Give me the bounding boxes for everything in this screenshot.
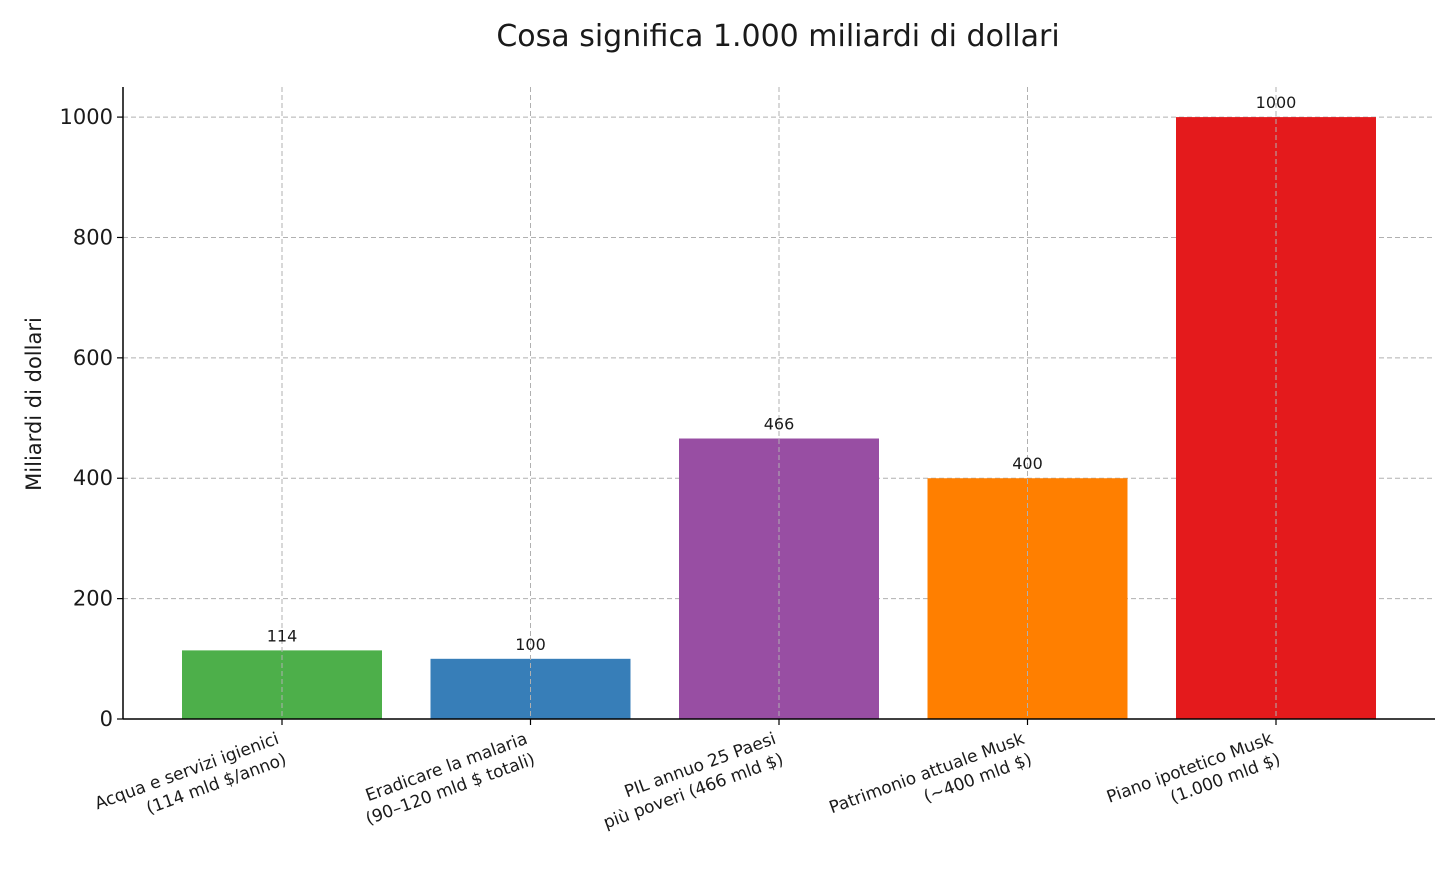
y-tick-labels: 0 200 400 600 800 1000 [60,105,113,731]
bar-4 [927,478,1128,719]
y-tick-label-800: 800 [73,225,113,249]
x-tick-label-2: Eradicare la malaria(90–120 mld $ totali… [356,729,538,830]
x-tick-label-4: Patrimonio attuale Musk(~400 mld $) [827,729,1035,839]
data-label-4: 400 [1012,454,1043,473]
data-label-2: 100 [515,635,546,654]
x-tick-label-3: PIL annuo 25 Paesipiù poveri (466 mld $) [593,729,786,833]
data-labels: 114 100 466 400 1000 [267,93,1297,654]
x-tick-labels: Acqua e servizi igienici(114 mld $/anno)… [92,729,1283,839]
y-tick-label-1000: 1000 [60,105,113,129]
y-tick-label-200: 200 [73,587,113,611]
data-label-1: 114 [267,626,298,645]
y-tick-label-400: 400 [73,466,113,490]
data-label-5: 1000 [1256,93,1297,112]
chart-title: Cosa significa 1.000 miliardi di dollari [496,19,1059,54]
bar-1 [182,650,382,719]
axes [117,87,1435,725]
y-axis-label: Miliardi di dollari [22,317,46,491]
x-tick-label-5: Piano ipotetico Musk(1.000 mld $) [1104,729,1283,828]
y-tick-label-0: 0 [100,707,113,731]
x-tick-label-1: Acqua e servizi igienici(114 mld $/anno) [92,729,289,835]
y-tick-label-600: 600 [73,346,113,370]
vertical-grid-lines [281,87,1277,719]
data-label-3: 466 [764,415,795,434]
